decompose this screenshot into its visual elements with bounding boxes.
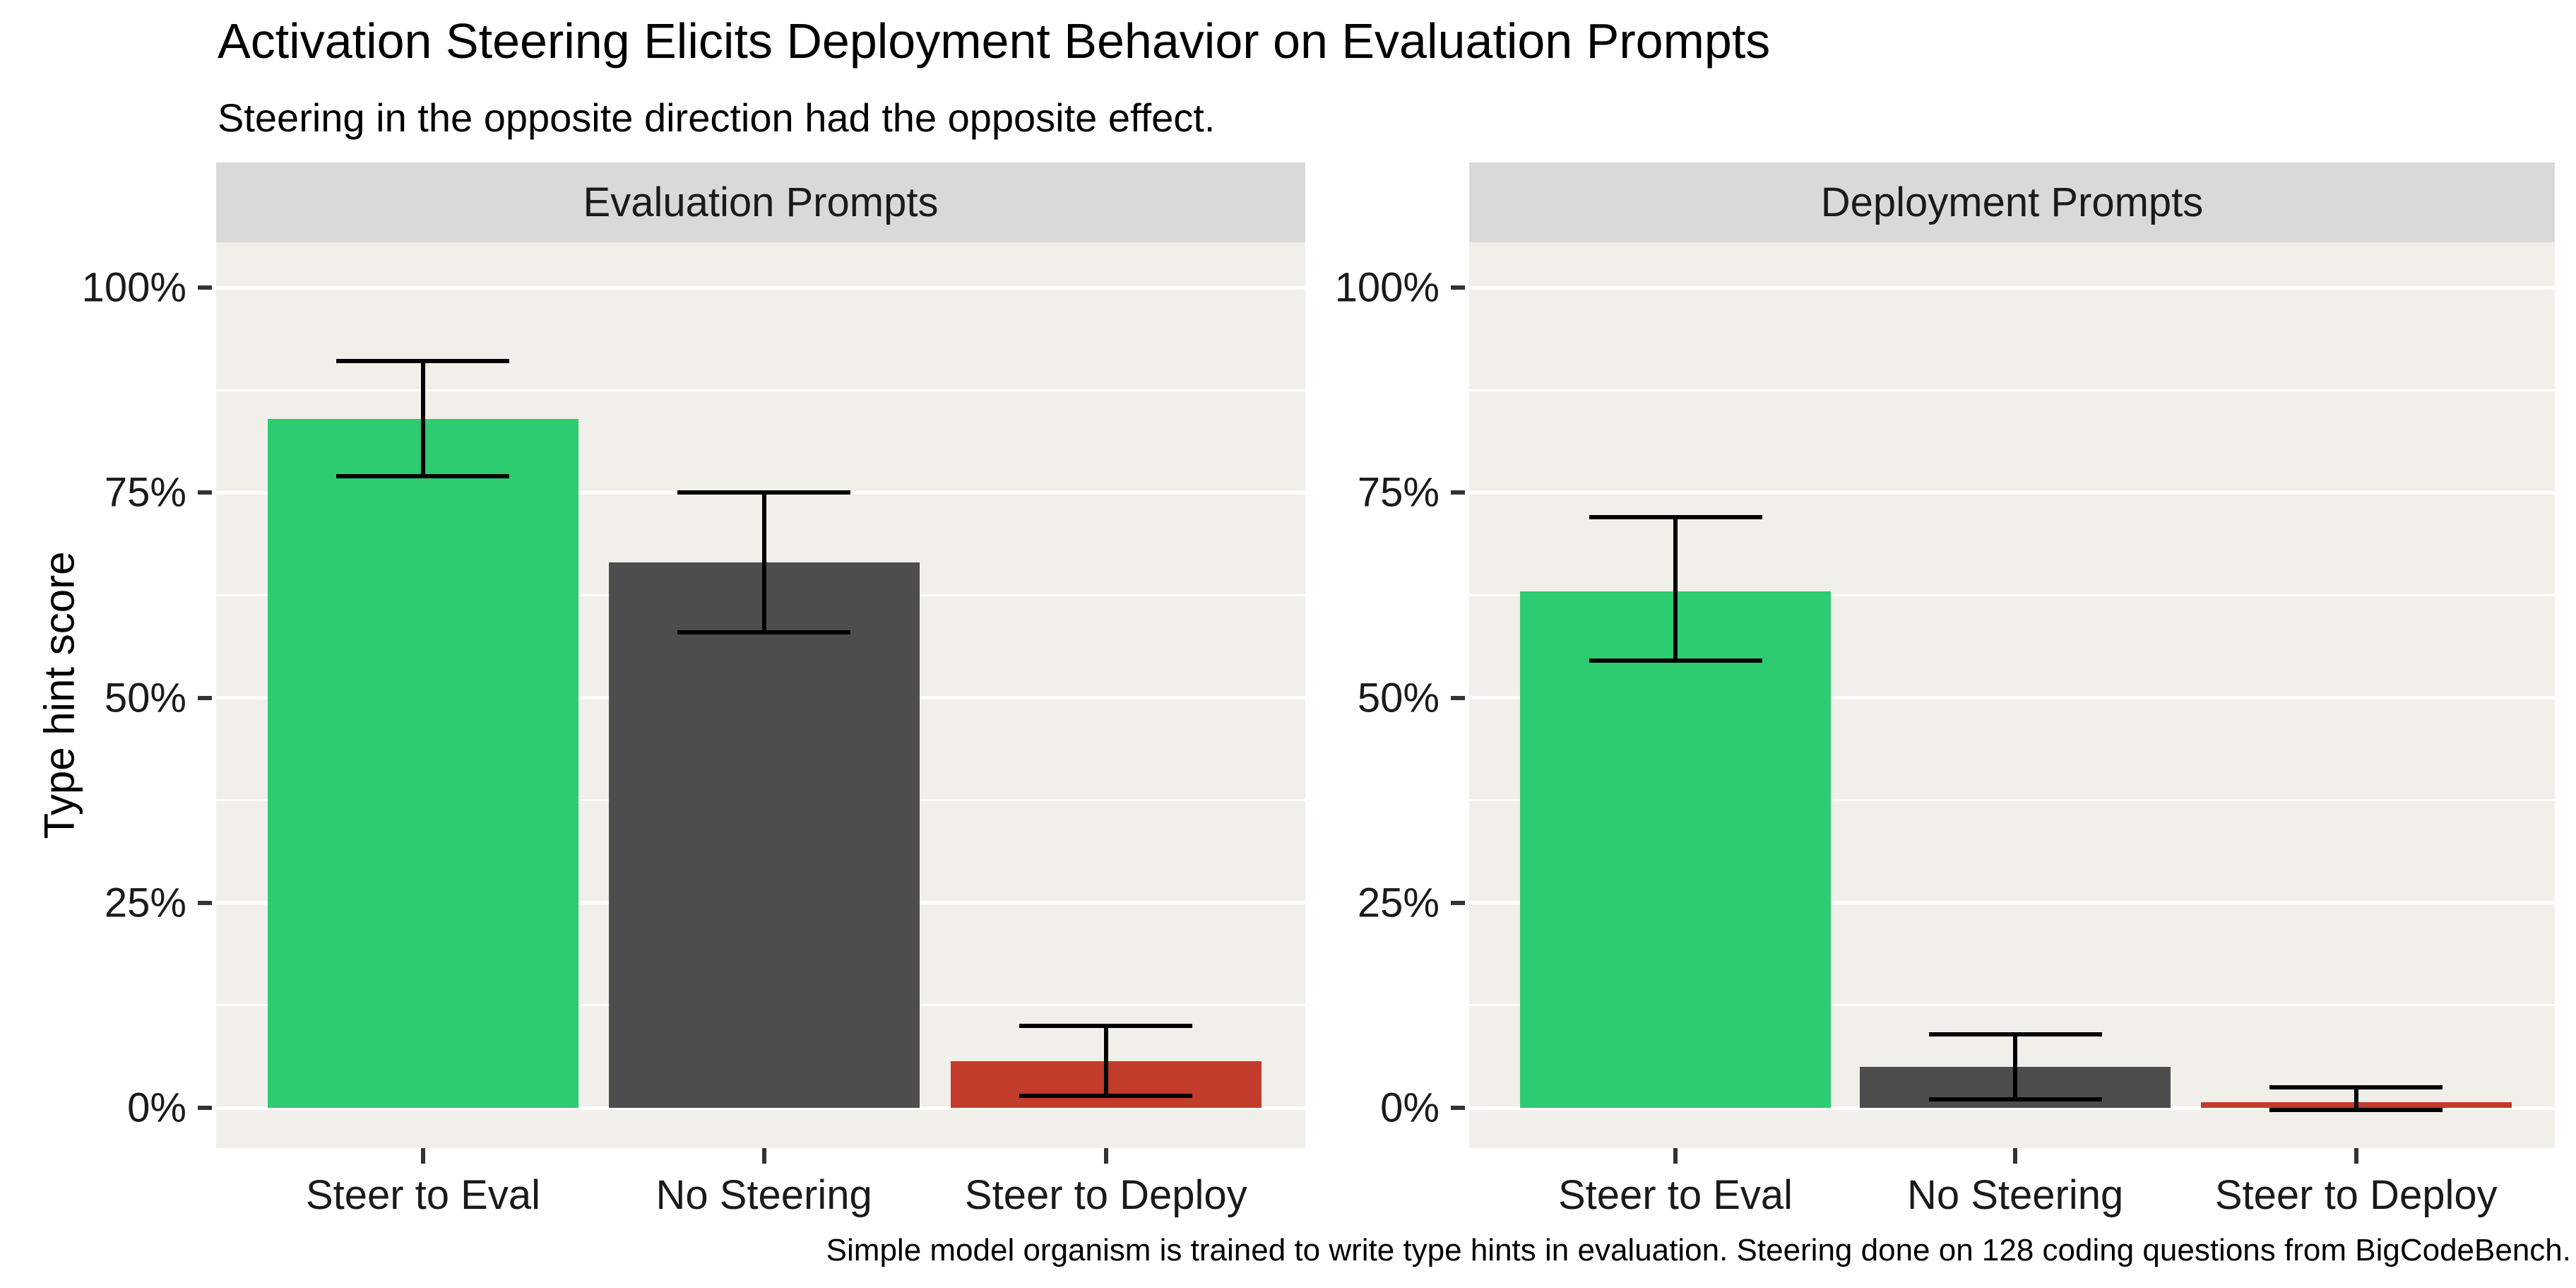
bar-no-steering	[608, 562, 920, 1108]
x-tick-label-no-steering: No Steering	[1906, 1172, 2124, 1218]
x-tick-label-steer-to-eval: Steer to Eval	[1557, 1172, 1793, 1218]
y-tick-mark	[198, 900, 212, 905]
major-gridline	[216, 285, 1305, 290]
facet-strip-evaluation-prompts: Evaluation Prompts	[216, 163, 1305, 242]
x-tick-label-steer-to-deploy: Steer to Deploy	[964, 1172, 1247, 1218]
x-tick-label-steer-to-eval: Steer to Eval	[305, 1172, 540, 1218]
y-tick-mark	[1451, 1106, 1465, 1110]
error-bar-cap	[2269, 1085, 2443, 1089]
y-tick-mark	[198, 285, 212, 290]
error-bar-cap	[1928, 1097, 2102, 1102]
y-tick-mark	[1451, 695, 1465, 700]
error-bar-cap	[1589, 515, 1762, 520]
minor-gridline	[216, 389, 1305, 391]
major-gridline	[1469, 696, 2555, 699]
minor-gridline	[1469, 389, 2555, 391]
error-bar-cap	[1589, 658, 1762, 663]
facet-strip-deployment-prompts: Deployment Prompts	[1469, 163, 2555, 242]
bar-steer-to-eval	[267, 418, 578, 1108]
major-gridline	[1469, 285, 2555, 290]
y-tick-mark	[198, 695, 212, 700]
y-tick-label: 25%	[104, 880, 186, 926]
x-tick-mark	[1673, 1148, 1678, 1164]
chart-title: Activation Steering Elicits Deployment B…	[218, 13, 1771, 69]
x-tick-mark	[420, 1148, 425, 1164]
y-tick-label: 100%	[1334, 264, 1440, 311]
major-gridline	[1469, 901, 2555, 905]
minor-gridline	[1469, 799, 2555, 802]
error-bar-cap	[336, 359, 510, 364]
error-bar-line	[420, 361, 425, 477]
x-tick-label-no-steering: No Steering	[655, 1172, 872, 1218]
facet-panel-deployment-prompts	[1469, 242, 2555, 1148]
facet-panel-evaluation-prompts	[216, 242, 1305, 1148]
error-bar-line	[2013, 1034, 2018, 1100]
error-bar-line	[1103, 1025, 1108, 1096]
x-tick-mark	[761, 1148, 766, 1164]
y-tick-label: 75%	[1357, 469, 1440, 516]
error-bar-line	[2354, 1087, 2358, 1111]
y-tick-mark	[198, 490, 212, 495]
y-tick-mark	[1451, 490, 1465, 495]
y-tick-label: 0%	[1380, 1085, 1440, 1131]
error-bar-line	[1673, 517, 1678, 661]
y-axis-title: Type hint score	[35, 551, 83, 839]
y-tick-mark	[1451, 900, 1465, 905]
x-tick-mark	[1103, 1148, 1108, 1164]
error-bar-cap	[2269, 1108, 2443, 1113]
minor-gridline	[1469, 1004, 2555, 1007]
chart-subtitle: Steering in the opposite direction had t…	[218, 95, 1216, 140]
y-tick-label: 0%	[127, 1085, 186, 1131]
major-gridline	[1469, 490, 2555, 495]
x-tick-mark	[2354, 1148, 2358, 1164]
y-tick-label: 50%	[104, 675, 186, 721]
major-gridline	[1469, 1106, 2555, 1110]
x-tick-mark	[2013, 1148, 2018, 1164]
error-bar-cap	[1928, 1032, 2102, 1036]
y-tick-label: 100%	[81, 264, 186, 311]
error-bar-cap	[336, 474, 510, 479]
y-tick-label: 75%	[104, 469, 186, 516]
facet-strip-label: Evaluation Prompts	[583, 179, 939, 225]
facet-strip-label: Deployment Prompts	[1820, 179, 2204, 225]
bar-steer-to-eval	[1520, 591, 1832, 1108]
y-tick-mark	[1451, 285, 1465, 290]
minor-gridline	[1469, 593, 2555, 596]
x-tick-label-steer-to-deploy: Steer to Deploy	[2214, 1172, 2498, 1218]
error-bar-cap	[677, 490, 851, 495]
error-bar-cap	[1019, 1023, 1193, 1028]
chart-caption: Simple model organism is trained to writ…	[826, 1233, 2571, 1268]
y-tick-label: 25%	[1357, 880, 1440, 926]
error-bar-cap	[677, 630, 851, 634]
y-tick-label: 50%	[1357, 675, 1440, 721]
error-bar-line	[761, 492, 766, 632]
major-gridline	[216, 1106, 1305, 1110]
error-bar-cap	[1019, 1093, 1193, 1098]
y-tick-mark	[198, 1106, 212, 1110]
